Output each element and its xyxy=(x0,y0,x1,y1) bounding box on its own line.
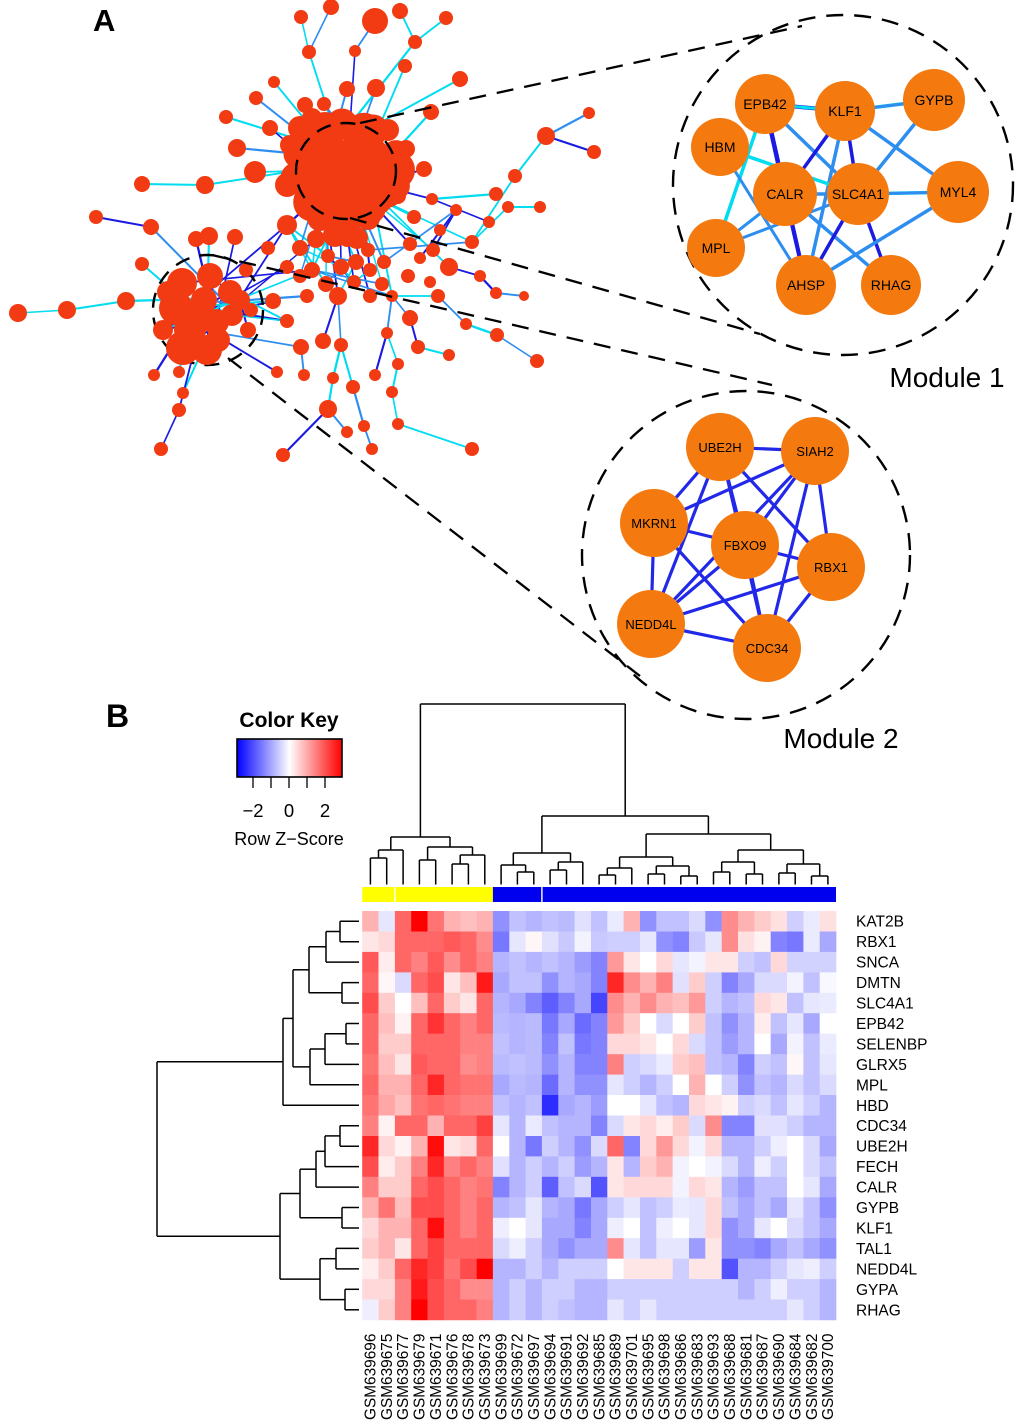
svg-text:GSM639698: GSM639698 xyxy=(657,1334,674,1420)
svg-text:NEDD4L: NEDD4L xyxy=(856,1261,918,1278)
svg-text:GSM639677: GSM639677 xyxy=(395,1334,412,1420)
svg-text:GLRX5: GLRX5 xyxy=(856,1057,907,1074)
svg-text:Module 2: Module 2 xyxy=(783,723,898,754)
svg-text:SNCA: SNCA xyxy=(856,955,900,972)
svg-text:AHSP: AHSP xyxy=(787,277,825,293)
svg-text:EPB42: EPB42 xyxy=(856,1016,904,1033)
svg-text:GSM639683: GSM639683 xyxy=(689,1334,706,1420)
svg-text:RHAG: RHAG xyxy=(856,1302,901,1319)
svg-text:GSM639684: GSM639684 xyxy=(787,1333,804,1420)
svg-text:UBE2H: UBE2H xyxy=(856,1139,908,1156)
svg-text:CALR: CALR xyxy=(766,186,803,202)
svg-text:GSM639695: GSM639695 xyxy=(640,1334,657,1420)
svg-text:KLF1: KLF1 xyxy=(828,103,862,119)
svg-text:RBX1: RBX1 xyxy=(856,934,897,951)
svg-text:GYPA: GYPA xyxy=(856,1282,899,1299)
svg-text:HBM: HBM xyxy=(704,139,735,155)
svg-text:GSM639673: GSM639673 xyxy=(477,1334,494,1420)
svg-text:GSM639691: GSM639691 xyxy=(559,1334,576,1420)
svg-text:HBD: HBD xyxy=(856,1098,889,1115)
svg-text:−2: −2 xyxy=(242,800,263,821)
svg-text:GSM639697: GSM639697 xyxy=(526,1334,543,1420)
svg-text:Row Z−Score: Row Z−Score xyxy=(234,829,344,849)
svg-text:CDC34: CDC34 xyxy=(856,1118,907,1135)
svg-text:GSM639678: GSM639678 xyxy=(461,1334,478,1420)
svg-text:EPB42: EPB42 xyxy=(743,96,787,112)
svg-text:RHAG: RHAG xyxy=(871,277,911,293)
svg-text:GSM639687: GSM639687 xyxy=(755,1334,772,1420)
svg-text:GSM639685: GSM639685 xyxy=(591,1334,608,1420)
svg-text:GSM639701: GSM639701 xyxy=(624,1334,641,1420)
svg-text:KLF1: KLF1 xyxy=(856,1221,893,1238)
svg-text:TAL1: TAL1 xyxy=(856,1241,892,1258)
svg-text:GSM639686: GSM639686 xyxy=(673,1334,690,1420)
svg-text:GSM639681: GSM639681 xyxy=(738,1334,755,1420)
svg-text:2: 2 xyxy=(320,800,330,821)
svg-text:MYL4: MYL4 xyxy=(940,184,977,200)
svg-text:SLC4A1: SLC4A1 xyxy=(832,186,884,202)
svg-text:B: B xyxy=(106,698,129,734)
svg-text:MKRN1: MKRN1 xyxy=(631,516,677,531)
svg-text:SELENBP: SELENBP xyxy=(856,1036,928,1053)
svg-text:GSM639700: GSM639700 xyxy=(820,1334,837,1420)
svg-text:DMTN: DMTN xyxy=(856,975,901,992)
svg-text:MPL: MPL xyxy=(702,240,731,256)
svg-text:GSM639689: GSM639689 xyxy=(608,1334,625,1420)
svg-text:GSM639675: GSM639675 xyxy=(379,1334,396,1420)
svg-text:CALR: CALR xyxy=(856,1180,897,1197)
svg-text:GSM639694: GSM639694 xyxy=(542,1333,559,1420)
svg-text:KAT2B: KAT2B xyxy=(856,914,904,931)
svg-text:GSM639690: GSM639690 xyxy=(771,1334,788,1420)
svg-text:Module 1: Module 1 xyxy=(889,362,1004,393)
svg-text:GSM639692: GSM639692 xyxy=(575,1334,592,1420)
svg-text:GSM639671: GSM639671 xyxy=(428,1334,445,1420)
svg-text:SLC4A1: SLC4A1 xyxy=(856,996,914,1013)
svg-text:GSM639696: GSM639696 xyxy=(363,1334,380,1420)
svg-text:A: A xyxy=(93,3,115,38)
svg-text:NEDD4L: NEDD4L xyxy=(625,617,676,632)
svg-text:GSM639688: GSM639688 xyxy=(722,1334,739,1420)
svg-text:UBE2H: UBE2H xyxy=(698,440,741,455)
svg-text:FBXO9: FBXO9 xyxy=(724,538,767,553)
svg-text:GSM639699: GSM639699 xyxy=(493,1334,510,1420)
svg-text:CDC34: CDC34 xyxy=(746,641,789,656)
svg-text:RBX1: RBX1 xyxy=(814,560,848,575)
svg-text:GYPB: GYPB xyxy=(856,1200,899,1217)
svg-text:GSM639676: GSM639676 xyxy=(444,1334,461,1420)
svg-text:Color Key: Color Key xyxy=(239,709,339,732)
svg-text:FECH: FECH xyxy=(856,1159,898,1176)
svg-text:MPL: MPL xyxy=(856,1077,888,1094)
svg-text:SIAH2: SIAH2 xyxy=(796,444,834,459)
svg-text:GSM639682: GSM639682 xyxy=(804,1334,821,1420)
svg-text:GYPB: GYPB xyxy=(915,92,954,108)
svg-text:GSM639679: GSM639679 xyxy=(412,1334,429,1420)
svg-text:0: 0 xyxy=(284,800,294,821)
svg-text:GSM639672: GSM639672 xyxy=(510,1334,527,1420)
svg-text:GSM639693: GSM639693 xyxy=(706,1334,723,1420)
